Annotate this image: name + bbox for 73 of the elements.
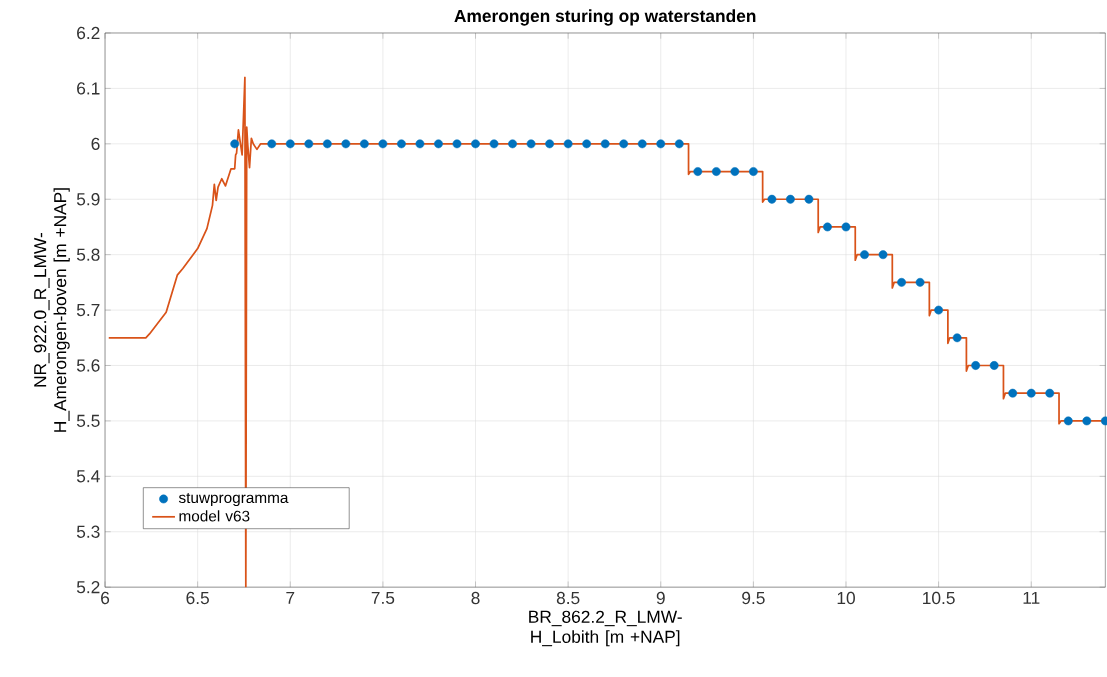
point bbox=[1008, 388, 1018, 398]
x-tick-label: 10.5 bbox=[923, 591, 955, 605]
x-tick-label: 9.5 bbox=[742, 591, 765, 605]
point bbox=[897, 277, 906, 287]
point bbox=[600, 139, 610, 149]
point bbox=[563, 139, 573, 149]
x-axis-title: BR_862.2_R_LMW-H_Lobith [m +NAP] bbox=[529, 610, 682, 647]
y-tick-label: 5.3 bbox=[76, 525, 100, 538]
point bbox=[304, 139, 314, 149]
point bbox=[637, 139, 647, 149]
chart-title: Amerongen sturing op waterstanden bbox=[454, 9, 756, 26]
point bbox=[545, 139, 555, 149]
point bbox=[508, 139, 517, 149]
x-tick-label: 6.5 bbox=[186, 591, 209, 605]
point bbox=[934, 305, 944, 315]
point bbox=[471, 139, 480, 149]
legend-label: model v63 bbox=[179, 510, 250, 522]
point bbox=[693, 167, 703, 176]
y-tick-label: 5.2 bbox=[76, 580, 100, 594]
point bbox=[711, 167, 721, 176]
y-tick-label: 5.6 bbox=[76, 359, 100, 372]
point bbox=[267, 139, 277, 149]
point bbox=[989, 361, 999, 370]
x-tick-label: 9 bbox=[656, 591, 665, 605]
x-tick-label: 10 bbox=[837, 591, 855, 605]
y-tick-label: 5.8 bbox=[76, 248, 100, 261]
point bbox=[1026, 388, 1036, 398]
point bbox=[489, 139, 499, 149]
y-tick-label: 5.9 bbox=[76, 193, 100, 206]
x-tick-label: 8.5 bbox=[556, 591, 580, 605]
point bbox=[619, 139, 629, 149]
point bbox=[860, 250, 869, 259]
point bbox=[656, 139, 666, 149]
point bbox=[1082, 416, 1092, 426]
y-tick-label: 6.1 bbox=[77, 82, 100, 95]
legend-label: stuwprogramma bbox=[178, 492, 289, 507]
point bbox=[1045, 388, 1055, 398]
point bbox=[526, 139, 536, 149]
x-tick-label: 8 bbox=[471, 591, 480, 605]
point bbox=[730, 167, 740, 176]
point bbox=[878, 250, 888, 259]
point bbox=[748, 167, 758, 176]
x-tick-label: 7 bbox=[286, 591, 295, 604]
point bbox=[452, 139, 462, 149]
point bbox=[952, 333, 962, 343]
point bbox=[915, 277, 925, 287]
y-tick-label: 5.5 bbox=[76, 414, 100, 427]
x-tick-label: 11 bbox=[1023, 591, 1040, 604]
point bbox=[359, 139, 369, 149]
point bbox=[378, 139, 388, 149]
point bbox=[841, 222, 851, 232]
x-tick-label: 7.5 bbox=[371, 591, 395, 604]
point bbox=[582, 139, 592, 149]
y-tick-label: 6.2 bbox=[77, 26, 100, 40]
point bbox=[674, 139, 684, 149]
point bbox=[971, 361, 981, 370]
point bbox=[804, 194, 814, 204]
point bbox=[341, 139, 351, 149]
x-tick-label: 6 bbox=[101, 591, 110, 605]
point bbox=[415, 139, 425, 149]
y-tick-label: 5.4 bbox=[76, 470, 100, 483]
point bbox=[397, 139, 406, 149]
point bbox=[1063, 416, 1073, 426]
point bbox=[786, 194, 795, 204]
y-axis-title: NR_922.0_R_LMW-H_Amerongen-boven [m +NAP] bbox=[34, 188, 70, 432]
point bbox=[230, 139, 240, 149]
point bbox=[434, 139, 443, 149]
point bbox=[823, 222, 832, 232]
point bbox=[285, 139, 295, 149]
point bbox=[322, 139, 332, 149]
y-tick-label: 6 bbox=[91, 137, 100, 150]
point bbox=[767, 194, 777, 204]
y-tick-label: 5.7 bbox=[76, 303, 100, 317]
